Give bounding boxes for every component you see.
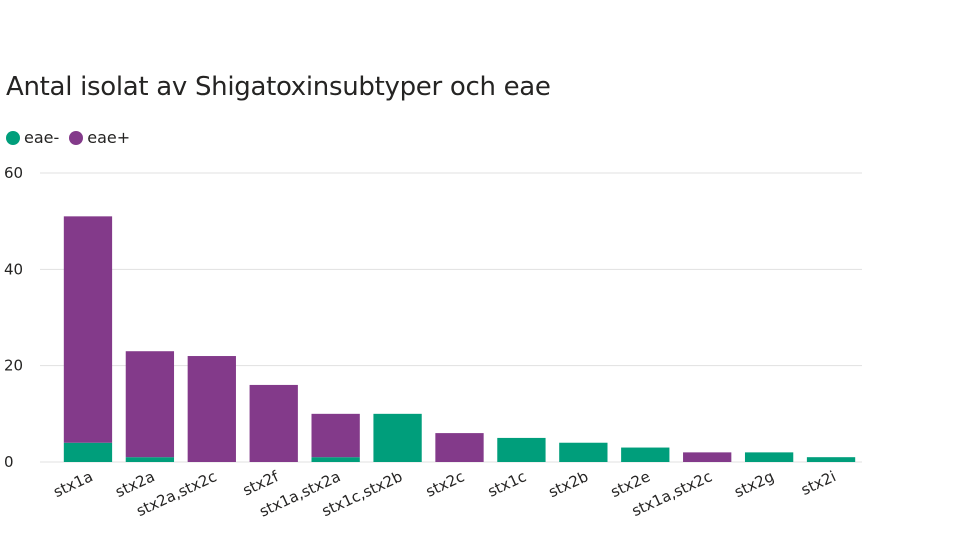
bar-eae-minus[interactable] [744, 452, 794, 462]
bar-eae-minus[interactable] [806, 457, 856, 462]
bar-eae-minus[interactable] [621, 447, 670, 462]
bar-eae-plus[interactable] [249, 384, 298, 462]
legend-item-eae-plus[interactable]: eae+ [69, 128, 130, 147]
y-tick-label: 20 [4, 357, 23, 375]
bar-eae-minus[interactable] [63, 442, 113, 462]
bar-eae-plus[interactable] [187, 356, 236, 462]
x-tick-label: stx2c [423, 467, 467, 500]
bar-eae-plus[interactable] [311, 413, 360, 458]
bar-eae-minus[interactable] [311, 457, 360, 462]
x-tick-label: stx2b [546, 467, 591, 501]
bar-eae-minus[interactable] [373, 413, 422, 462]
legend-item-eae-minus[interactable]: eae- [6, 128, 59, 147]
bar-eae-minus[interactable] [125, 457, 175, 462]
y-tick-label: 0 [4, 453, 14, 471]
y-tick-label: 40 [4, 260, 23, 278]
x-tick-label: stx2g [731, 467, 776, 501]
legend-label-eae-minus: eae- [24, 128, 60, 147]
legend-label-eae-plus: eae+ [87, 128, 131, 147]
bar-eae-plus[interactable] [683, 452, 732, 462]
bar-eae-plus[interactable] [435, 433, 484, 462]
chart-title: Antal isolat av Shigatoxinsubtyper och e… [6, 72, 551, 102]
x-tick-label: stx2i [798, 467, 839, 499]
legend: eae- eae+ [6, 128, 140, 147]
bar-eae-plus[interactable] [63, 216, 113, 443]
y-axis: 0 20 40 60 [4, 164, 23, 471]
legend-swatch-eae-plus [69, 130, 84, 145]
x-tick-label: stx1c [485, 467, 529, 500]
bar-eae-plus[interactable] [125, 351, 175, 458]
legend-swatch-eae-minus [6, 130, 20, 145]
y-tick-label: 60 [4, 164, 23, 182]
x-tick-label: stx1a [51, 467, 96, 501]
bars [63, 216, 856, 462]
bar-eae-minus[interactable] [559, 442, 608, 462]
bar-eae-minus[interactable] [497, 437, 546, 462]
